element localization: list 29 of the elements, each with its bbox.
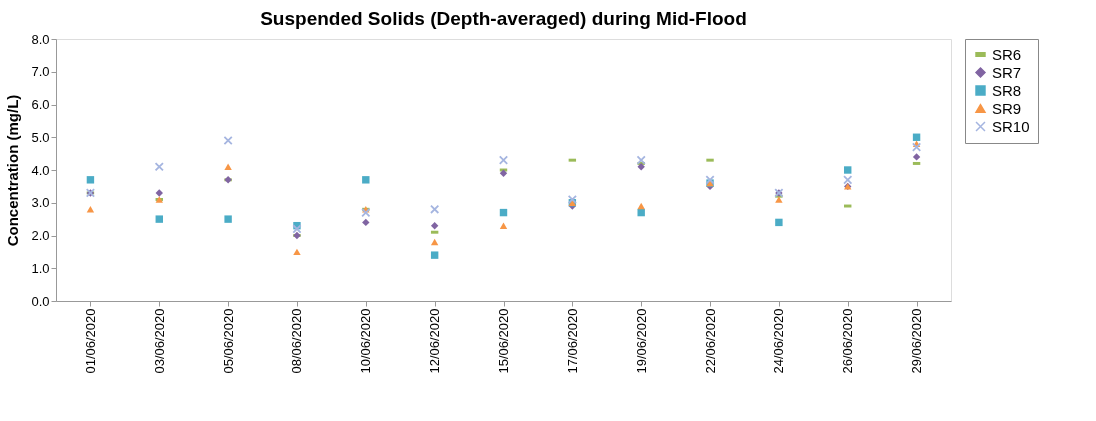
x-tick-label: 15/06/2020 <box>496 308 511 374</box>
x-tick-label: 26/06/2020 <box>840 308 856 374</box>
x-tick-label: 12/06/2020 <box>427 308 443 374</box>
x-tick-label: 17/06/2020 <box>564 308 580 374</box>
chart-title: Suspended Solids (Depth-averaged) during Mid-Flood <box>260 8 747 29</box>
y-tick-label: 3.0 <box>31 195 50 211</box>
x-tick-label: 19/06/2020 <box>633 308 649 374</box>
legend-label: SR8 <box>992 81 1022 99</box>
y-tick-label: 6.0 <box>31 97 50 112</box>
y-tick-label: 1.0 <box>31 260 50 276</box>
x-tick-label: 05/06/2020 <box>220 308 236 374</box>
x-tick-label: 08/06/2020 <box>289 308 305 374</box>
x-tick-label: 29/06/2020 <box>909 308 925 374</box>
y-axis-title: Concentration (mg/L) <box>4 94 22 247</box>
legend-label: SR7 <box>992 63 1022 81</box>
y-tick-label: 5.0 <box>31 129 50 145</box>
y-tick-label: 0.0 <box>31 293 50 309</box>
legend-label: SR9 <box>992 99 1022 117</box>
x-tick-label: 22/06/2020 <box>702 308 718 374</box>
y-tick-label: 2.0 <box>31 228 50 243</box>
x-tick-label: 01/06/2020 <box>82 308 98 374</box>
y-tick-label: 4.0 <box>31 162 50 178</box>
y-tick-label: 8.0 <box>31 31 50 47</box>
x-tick-label: 24/06/2020 <box>771 308 787 374</box>
x-tick-label: 03/06/2020 <box>151 308 167 374</box>
legend-label: SR6 <box>992 45 1022 63</box>
y-tick-label: 7.0 <box>31 64 50 80</box>
legend-label: SR10 <box>992 117 1030 135</box>
x-tick-label: 10/06/2020 <box>358 308 374 374</box>
